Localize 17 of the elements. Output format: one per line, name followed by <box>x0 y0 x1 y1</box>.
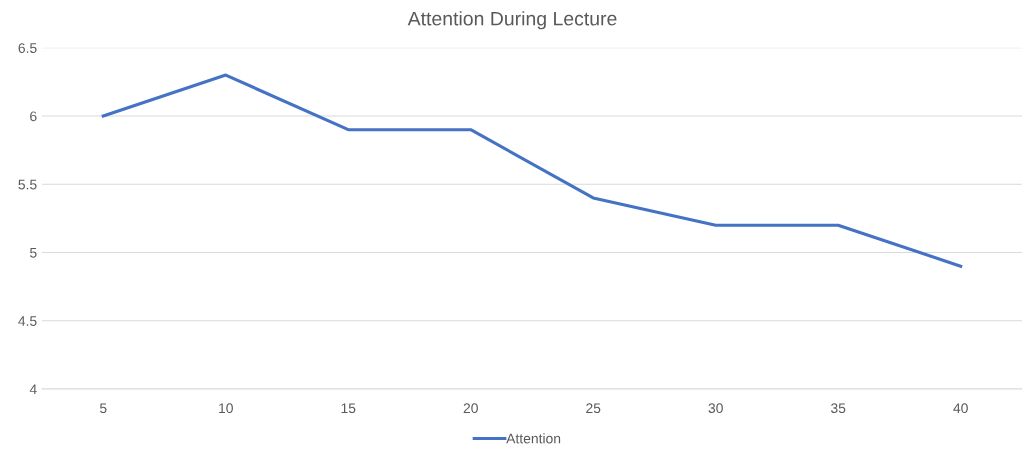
y-tick-label: 4.5 <box>18 316 37 326</box>
x-tick-label: 15 <box>341 403 356 414</box>
x-tick-label: 30 <box>708 403 723 414</box>
legend-label: Attention <box>506 433 561 444</box>
y-tick-label: 5.5 <box>18 179 37 190</box>
x-tick-label: 25 <box>586 403 601 414</box>
line-series <box>101 73 963 268</box>
x-tick-label: 40 <box>953 403 968 414</box>
chart-title: Attention During Lecture <box>407 11 617 30</box>
x-tick-label: 10 <box>219 403 233 414</box>
x-tick-label: 35 <box>831 403 846 414</box>
y-tick-label: 4 <box>29 384 37 395</box>
y-tick-label: 6 <box>30 111 37 122</box>
y-tick-label: 6.5 <box>18 43 37 53</box>
y-tick-label: 5 <box>30 247 37 258</box>
x-tick-label: 5 <box>99 403 107 414</box>
x-tick-label: 20 <box>463 403 478 414</box>
